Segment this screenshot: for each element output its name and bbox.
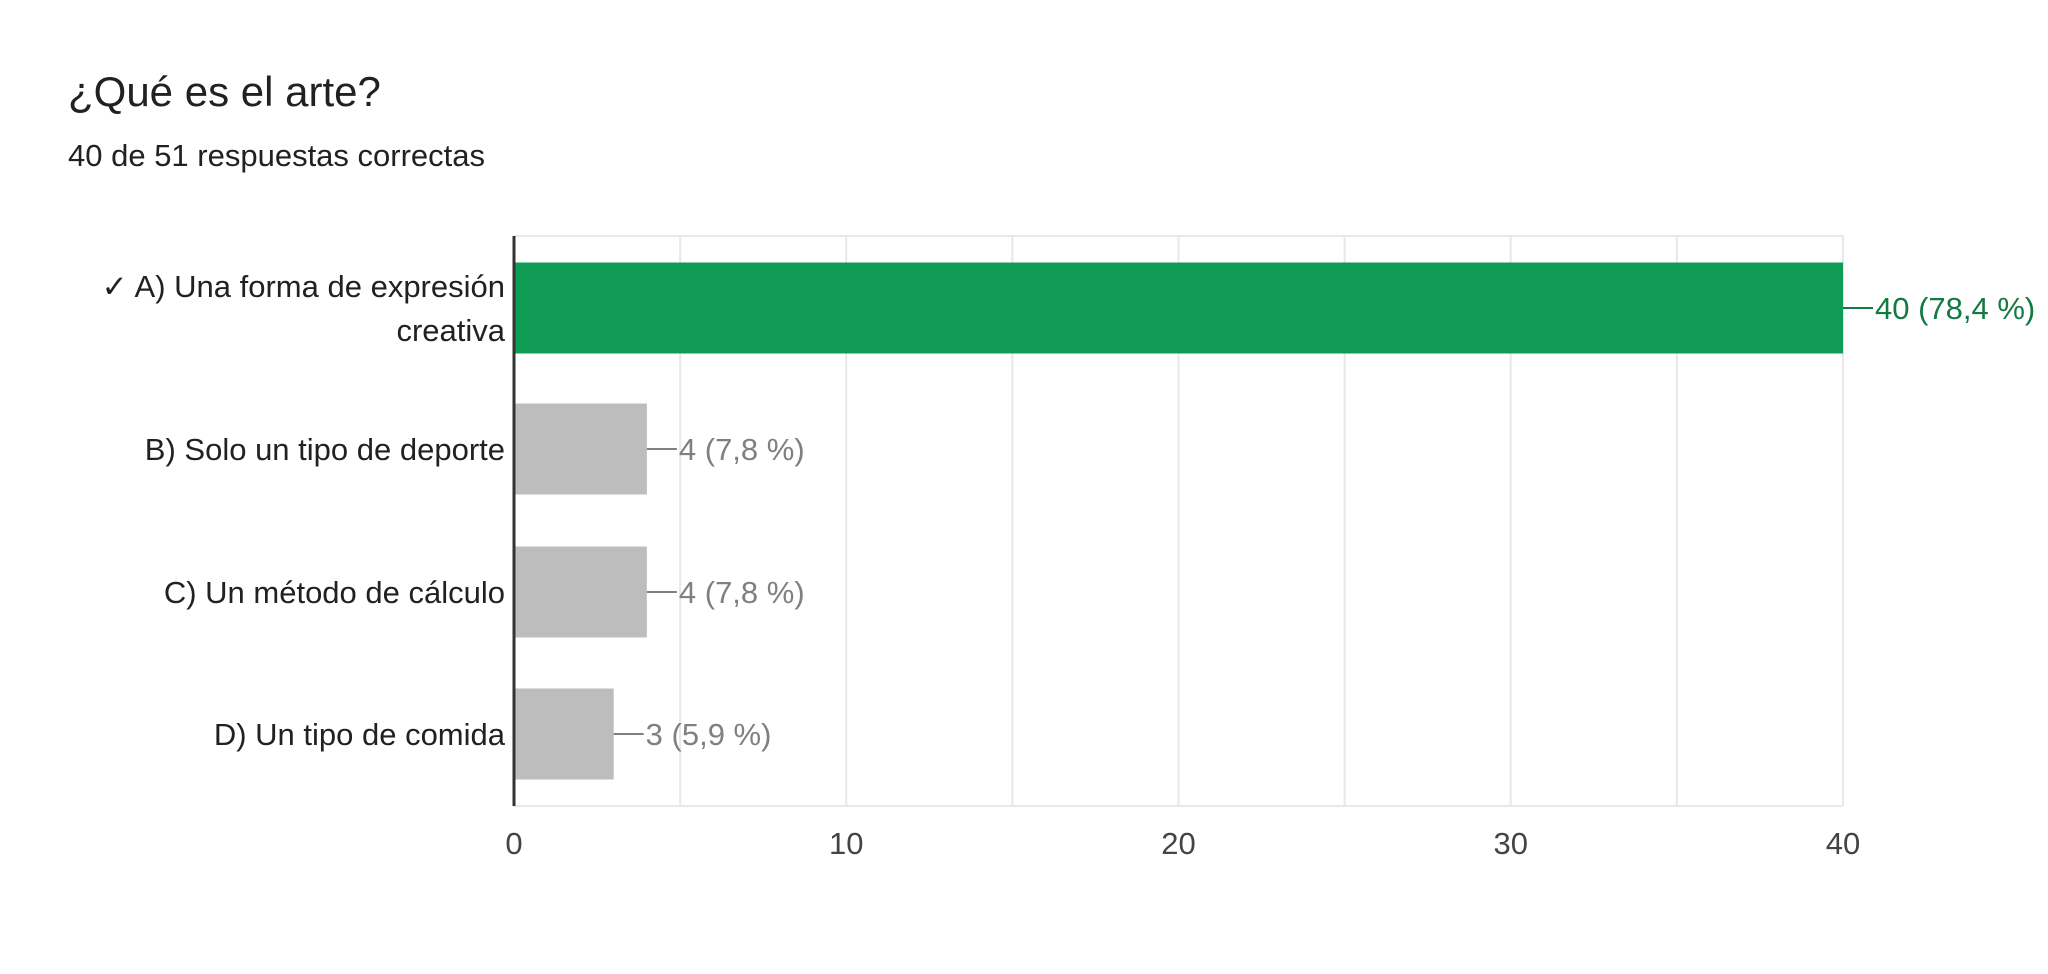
- bar-correct-answer: [514, 262, 1843, 354]
- x-tick-label: 10: [829, 826, 863, 861]
- bar-value-label: 4 (7,8 %): [679, 575, 805, 610]
- x-tick-label: 40: [1826, 826, 1860, 861]
- category-label: creativa: [396, 313, 505, 348]
- correct-answers-summary: 40 de 51 respuestas correctas: [68, 138, 486, 173]
- bar-value-label: 40 (78,4 %): [1875, 291, 2035, 326]
- chart-bars: [512, 236, 1873, 806]
- bar-answer-option: [514, 688, 614, 780]
- category-label: ✓ A) Una forma de expresión: [102, 269, 505, 304]
- x-tick-label: 20: [1161, 826, 1195, 861]
- bar-value-label: 4 (7,8 %): [679, 432, 805, 467]
- x-tick-label: 30: [1494, 826, 1528, 861]
- bar-value-label: 3 (5,9 %): [646, 717, 772, 752]
- bar-answer-option: [514, 546, 647, 638]
- category-label: C) Un método de cálculo: [164, 575, 505, 610]
- category-label: D) Un tipo de comida: [214, 717, 506, 752]
- bar-answer-option: [514, 403, 647, 495]
- question-title: ¿Qué es el arte?: [68, 68, 381, 115]
- category-label: B) Solo un tipo de deporte: [145, 432, 505, 467]
- x-tick-label: 0: [505, 826, 522, 861]
- chart-labels: 0 10 20 30 40 40 (78,4 %) ✓ A) Una forma de ex…: [102, 269, 2036, 861]
